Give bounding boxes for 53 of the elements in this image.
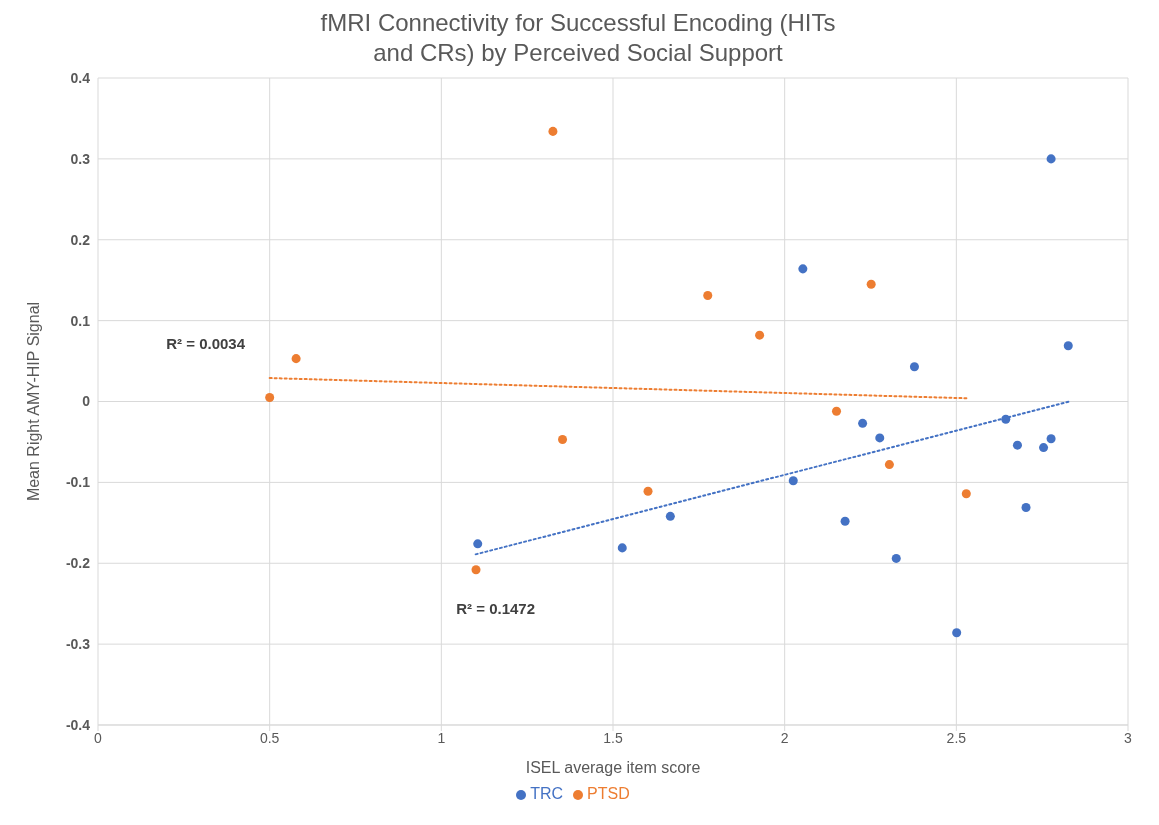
point	[1039, 443, 1049, 453]
x-tick-label: 1.5	[603, 729, 623, 746]
point	[840, 516, 850, 526]
point	[952, 628, 962, 638]
annotation: R² = 0.1472	[456, 599, 536, 617]
y-tick-label: 0.2	[70, 231, 91, 248]
point	[1046, 154, 1056, 164]
y-tick-label: -0.4	[65, 716, 91, 733]
x-tick-label: 0	[94, 729, 103, 746]
point	[858, 418, 868, 428]
point	[798, 264, 808, 274]
y-tick-label: 0	[82, 393, 91, 410]
y-tick-label: -0.3	[65, 636, 91, 653]
point	[1046, 434, 1056, 444]
x-tick-label: 2	[780, 729, 789, 746]
x-tick-label: 1	[437, 729, 446, 746]
annotation: R² = 0.0034	[166, 335, 246, 353]
legend-label: PTSD	[587, 785, 630, 802]
x-tick-label: 3	[1124, 729, 1133, 746]
point	[473, 539, 483, 549]
point	[884, 460, 894, 470]
y-tick-label: 0.4	[70, 69, 91, 86]
point	[875, 433, 885, 443]
point	[755, 330, 765, 340]
point	[1063, 341, 1073, 351]
point	[1001, 414, 1011, 424]
x-tick-label: 0.5	[259, 729, 280, 746]
point	[471, 565, 481, 575]
point	[961, 489, 971, 499]
point	[703, 291, 713, 301]
point	[832, 406, 842, 416]
point	[548, 126, 558, 136]
y-tick-label: -0.1	[65, 474, 91, 491]
point	[788, 476, 798, 486]
legend-label: TRC	[530, 785, 564, 802]
point	[866, 279, 876, 289]
point	[909, 362, 919, 372]
y-tick-label: 0.3	[70, 150, 91, 167]
x-tick-label: 2.5	[946, 729, 967, 746]
point	[665, 511, 675, 521]
point	[643, 486, 653, 496]
point	[891, 553, 901, 563]
point	[558, 435, 568, 445]
point	[1021, 502, 1031, 512]
point	[617, 543, 627, 553]
y-tick-label: 0.1	[70, 312, 91, 329]
x-axis-title: ISEL average item score	[525, 759, 701, 776]
y-axis-title: Mean Right AMY-HIP Signal	[24, 301, 42, 502]
point	[1012, 440, 1022, 450]
point	[265, 392, 275, 402]
y-tick-label: -0.2	[65, 555, 91, 572]
chart-title: fMRI Connectivity for Successful Encoding (HITs and CRs) by Perceived Social Support	[319, 8, 837, 68]
point	[291, 354, 301, 364]
